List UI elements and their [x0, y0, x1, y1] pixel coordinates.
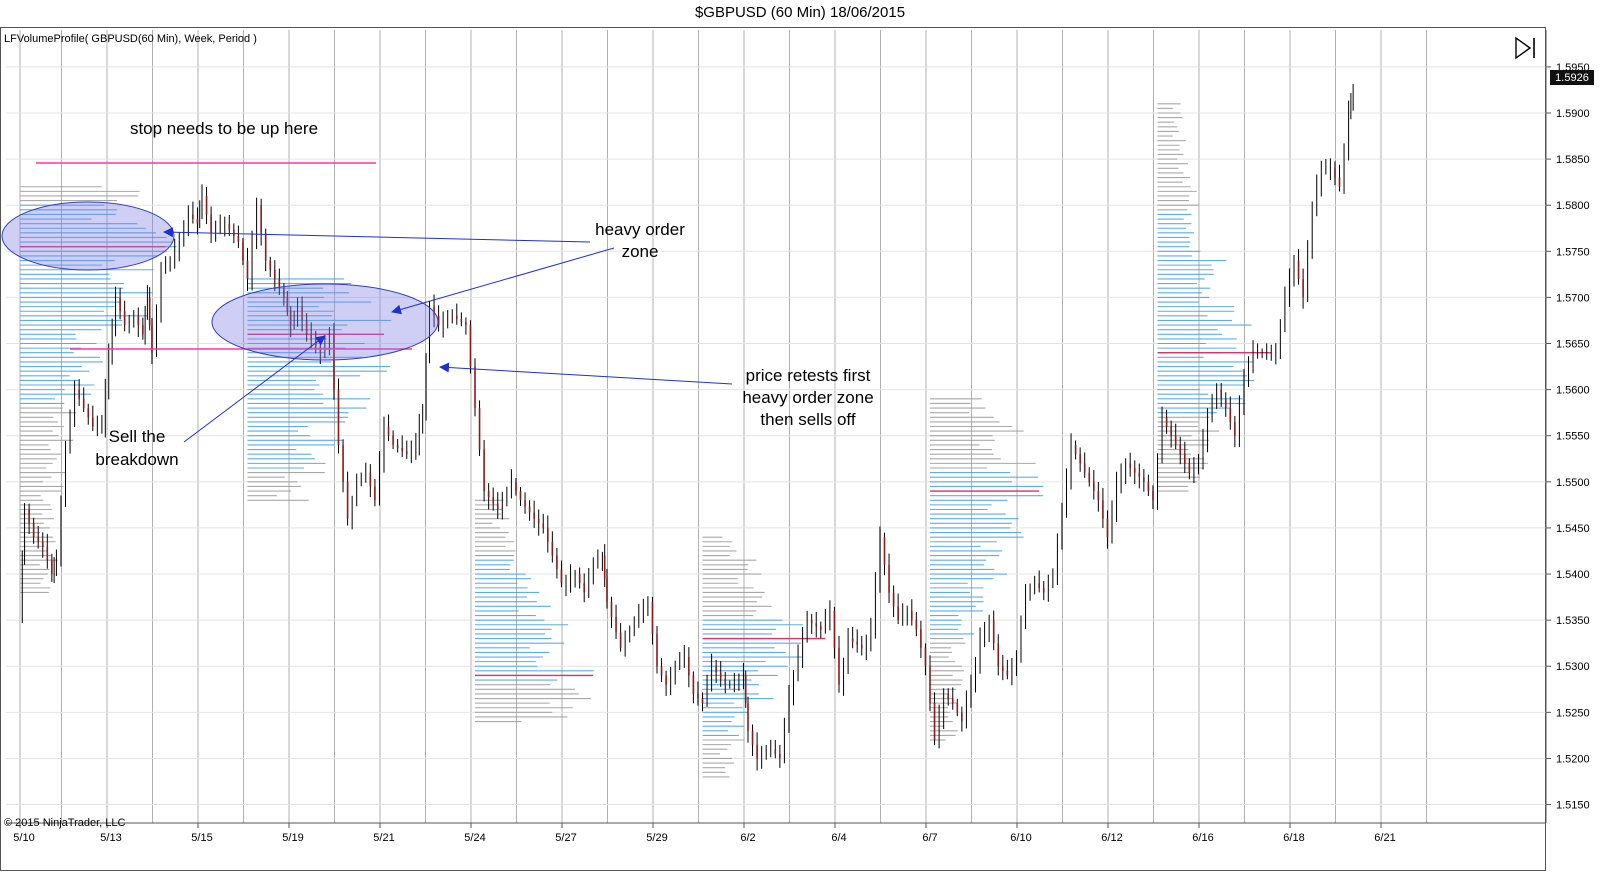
annotation-text: Sell the [109, 427, 166, 446]
y-tick-label: 1.5500 [1556, 477, 1590, 489]
volume-profile-5-24 [475, 499, 594, 723]
first-order-zone-ellipse [1, 201, 175, 271]
annotation-text: heavy order [595, 220, 685, 239]
x-tick-label: 5/27 [555, 832, 576, 844]
y-tick-label: 1.5650 [1556, 339, 1590, 351]
x-tick-label: 6/4 [831, 832, 846, 844]
volume-profile-5-17 [247, 278, 392, 501]
volume-profile-5-31 [702, 536, 826, 778]
copyright-text: © 2015 NinjaTrader, LLC [4, 817, 125, 829]
y-tick-label: 1.5150 [1556, 800, 1590, 812]
y-tick-label: 1.5800 [1556, 200, 1590, 212]
x-tick-label: 6/7 [922, 832, 937, 844]
x-tick-label: 6/16 [1192, 832, 1213, 844]
annotation-text: breakdown [95, 450, 178, 469]
y-tick-label: 1.5700 [1556, 292, 1590, 304]
y-tick-label: 1.5750 [1556, 246, 1590, 258]
indicator-label: LFVolumeProfile( GBPUSD(60 Min), Week, P… [4, 33, 257, 45]
y-tick-label: 1.5250 [1556, 707, 1590, 719]
arrow-breakdown [183, 335, 326, 443]
second-order-zone-ellipse [211, 283, 439, 361]
x-tick-label: 6/2 [740, 832, 755, 844]
annotation-text: price retests first [746, 366, 871, 385]
x-tick-label: 6/18 [1283, 832, 1304, 844]
y-tick-label: 1.5300 [1556, 661, 1590, 673]
annotation-text: heavy order zone [742, 388, 873, 407]
y-tick-label: 1.5550 [1556, 431, 1590, 443]
x-tick-label: 5/21 [373, 832, 394, 844]
x-tick-label: 5/19 [282, 832, 303, 844]
annotations: stop needs to be up here heavy order zone p… [1, 119, 874, 469]
y-tick-label: 1.5200 [1556, 753, 1590, 765]
x-tick-label: 5/13 [100, 832, 121, 844]
x-tick-label: 6/12 [1101, 832, 1122, 844]
price-series [21, 83, 1354, 771]
scroll-to-end-icon[interactable] [1515, 36, 1535, 60]
volume-profile-5-10 [20, 186, 177, 594]
last-price-label: 1.5926 [1555, 72, 1589, 84]
x-tick-label: 6/10 [1010, 832, 1031, 844]
y-tick-label: 1.5400 [1556, 569, 1590, 581]
y-tick-label: 1.5850 [1556, 154, 1590, 166]
last-price-marker: 1.5926 [1550, 70, 1594, 85]
arrow-to-first-zone [163, 227, 591, 243]
arrow-to-second-zone [391, 247, 615, 315]
x-tick-label: 5/24 [464, 832, 485, 844]
axes: 1.5150 1.5200 1.5250 1.5300 1.5350 1.5400 1.54… [6, 30, 1590, 844]
y-tick-label: 1.5350 [1556, 615, 1590, 627]
annotation-text: then sells off [760, 410, 855, 429]
volume-profiles [20, 103, 1272, 778]
y-tick-label: 1.5450 [1556, 523, 1590, 535]
x-tick-label: 6/21 [1374, 832, 1395, 844]
y-tick-label: 1.5900 [1556, 108, 1590, 120]
chart-title: $GBPUSD (60 Min) 18/06/2015 [694, 4, 906, 21]
annotation-text: stop needs to be up here [130, 119, 318, 138]
x-tick-label: 5/15 [191, 832, 212, 844]
x-tick-label: 5/10 [13, 832, 34, 844]
arrow-retest [439, 362, 733, 385]
x-tick-label: 5/29 [646, 832, 667, 844]
annotation-text: zone [622, 242, 659, 261]
y-tick-label: 1.5600 [1556, 385, 1590, 397]
volume-profile-6-7 [930, 398, 1044, 741]
